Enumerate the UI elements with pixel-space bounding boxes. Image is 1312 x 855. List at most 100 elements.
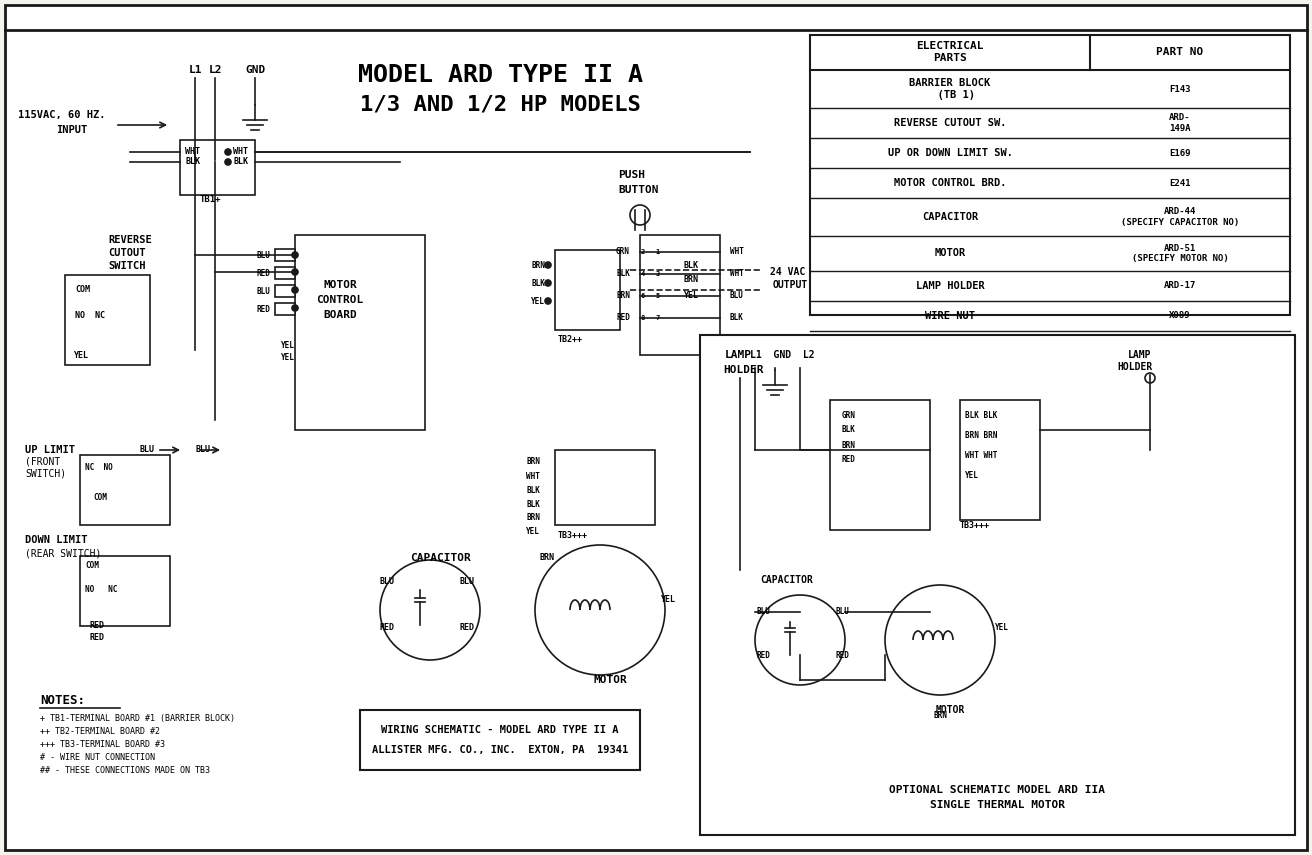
Bar: [810, 35, 1290, 315]
Text: BRN: BRN: [933, 711, 947, 720]
Bar: [640, 235, 720, 355]
Text: WHT: WHT: [526, 471, 541, 481]
Text: UP OR DOWN LIMIT SW.: UP OR DOWN LIMIT SW.: [887, 148, 1013, 158]
Text: BLU: BLU: [140, 445, 155, 455]
Text: BARRIER BLOCK
  (TB 1): BARRIER BLOCK (TB 1): [909, 78, 991, 100]
Text: TB1+: TB1+: [199, 196, 220, 204]
Text: LAMP: LAMP: [1128, 350, 1152, 360]
Text: YEL: YEL: [994, 623, 1009, 633]
Text: ARD-
149A: ARD- 149A: [1169, 114, 1191, 133]
Text: YEL: YEL: [526, 528, 541, 536]
Text: L2: L2: [209, 65, 222, 75]
Text: CAPACITOR: CAPACITOR: [409, 553, 471, 563]
Text: WIRE NUT: WIRE NUT: [925, 311, 975, 321]
Text: 115VAC, 60 HZ.: 115VAC, 60 HZ.: [18, 110, 106, 120]
Text: BRN: BRN: [617, 292, 630, 300]
Text: GRN: GRN: [841, 410, 855, 420]
Circle shape: [544, 298, 551, 304]
Text: BLU: BLU: [729, 292, 744, 300]
Text: 1/3 AND 1/2 HP MODELS: 1/3 AND 1/2 HP MODELS: [359, 95, 640, 115]
Text: WHT: WHT: [185, 148, 199, 156]
Text: LAMP: LAMP: [726, 350, 752, 360]
Text: MOTOR CONTROL BRD.: MOTOR CONTROL BRD.: [893, 178, 1006, 188]
Circle shape: [544, 262, 551, 268]
Text: RED: RED: [256, 304, 270, 314]
Circle shape: [544, 280, 551, 286]
Text: BLU: BLU: [834, 608, 849, 616]
Text: RED: RED: [91, 634, 105, 642]
Text: BLU: BLU: [380, 577, 395, 587]
Bar: [960, 400, 1040, 520]
Bar: [359, 710, 640, 770]
Text: BRN BRN: BRN BRN: [966, 431, 997, 439]
Bar: [80, 556, 171, 626]
Text: ARD-44
(SPECIFY CAPACITOR NO): ARD-44 (SPECIFY CAPACITOR NO): [1120, 207, 1239, 227]
Text: F143: F143: [1169, 85, 1191, 93]
Text: DOWN LIMIT: DOWN LIMIT: [25, 535, 88, 545]
Text: OUTPUT: OUTPUT: [773, 280, 808, 290]
Text: RED: RED: [380, 623, 395, 633]
Text: REVERSE: REVERSE: [108, 235, 152, 245]
Text: E169: E169: [1169, 149, 1191, 157]
Text: RED: RED: [461, 623, 475, 633]
Text: YEL: YEL: [660, 595, 674, 604]
Text: BLU: BLU: [256, 286, 270, 296]
Circle shape: [293, 252, 298, 258]
Text: NC  NO: NC NO: [85, 463, 113, 471]
Bar: [276, 267, 295, 279]
Text: + TB1-TERMINAL BOARD #1 (BARRIER BLOCK): + TB1-TERMINAL BOARD #1 (BARRIER BLOCK): [39, 714, 235, 722]
Circle shape: [224, 159, 231, 165]
Text: WHT: WHT: [729, 269, 744, 279]
Text: BLK: BLK: [841, 426, 855, 434]
Text: 3: 3: [656, 271, 660, 277]
Text: 4: 4: [640, 271, 646, 277]
Text: MOTOR: MOTOR: [593, 675, 627, 685]
Bar: [276, 249, 295, 261]
Bar: [276, 303, 295, 315]
Text: ++ TB2-TERMINAL BOARD #2: ++ TB2-TERMINAL BOARD #2: [39, 727, 160, 735]
Text: L1  GND  L2: L1 GND L2: [750, 350, 815, 360]
Text: ELECTRICAL
PARTS: ELECTRICAL PARTS: [916, 41, 984, 62]
Circle shape: [224, 149, 231, 155]
Text: SWITCH): SWITCH): [25, 468, 66, 478]
Text: CAPACITOR: CAPACITOR: [922, 212, 979, 222]
Text: # - WIRE NUT CONNECTION: # - WIRE NUT CONNECTION: [39, 752, 155, 762]
Bar: [276, 285, 295, 297]
Circle shape: [630, 205, 649, 225]
Text: ALLISTER MFG. CO., INC.  EXTON, PA  19341: ALLISTER MFG. CO., INC. EXTON, PA 19341: [371, 745, 628, 755]
Text: SWITCH: SWITCH: [108, 261, 146, 271]
Text: WHT: WHT: [729, 247, 744, 256]
Text: BLU: BLU: [256, 251, 270, 260]
Text: X089: X089: [1169, 311, 1191, 321]
Circle shape: [735, 375, 745, 385]
Text: CONTROL: CONTROL: [316, 295, 363, 305]
Text: 5: 5: [656, 293, 660, 299]
Circle shape: [886, 585, 994, 695]
Text: RED: RED: [617, 314, 630, 322]
Text: YEL: YEL: [281, 340, 295, 350]
Text: COM: COM: [85, 561, 98, 569]
Text: RED: RED: [841, 456, 855, 464]
Text: BLU: BLU: [756, 608, 770, 616]
Text: SINGLE THERMAL MOTOR: SINGLE THERMAL MOTOR: [929, 800, 1064, 810]
Text: 8: 8: [640, 315, 646, 321]
Text: COM: COM: [93, 492, 108, 502]
Text: ARD-17: ARD-17: [1164, 281, 1197, 291]
Text: MOTOR: MOTOR: [935, 705, 964, 715]
Text: BRN: BRN: [526, 514, 541, 522]
Text: BRN: BRN: [841, 440, 855, 450]
Text: BLK: BLK: [531, 279, 544, 287]
Text: PUSH: PUSH: [618, 170, 646, 180]
Bar: [701, 335, 1295, 835]
Text: YEL: YEL: [73, 351, 88, 359]
Text: BRN: BRN: [684, 275, 698, 285]
Text: UP LIMIT: UP LIMIT: [25, 445, 75, 455]
Text: 7: 7: [656, 315, 660, 321]
Text: BLK: BLK: [185, 157, 199, 167]
Bar: [555, 450, 655, 525]
Text: CAPACITOR: CAPACITOR: [760, 575, 813, 585]
Bar: [80, 455, 171, 525]
Text: LAMP HOLDER: LAMP HOLDER: [916, 281, 984, 291]
Bar: [555, 250, 621, 330]
Text: WHT WHT: WHT WHT: [966, 451, 997, 459]
